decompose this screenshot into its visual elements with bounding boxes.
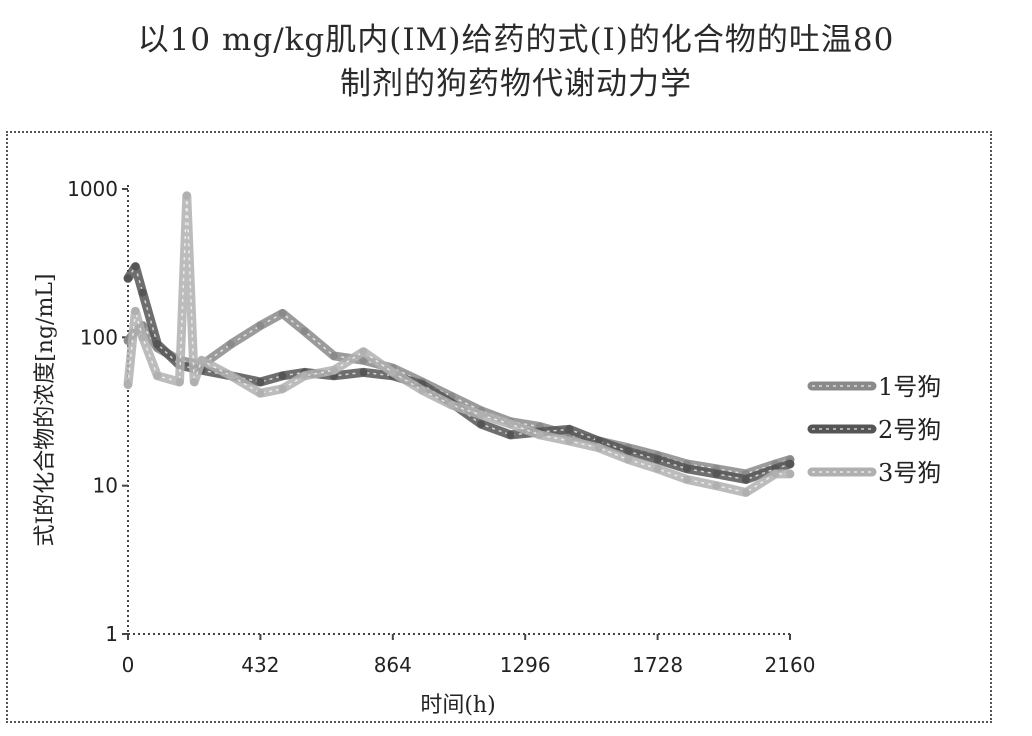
series-layer <box>123 191 795 497</box>
legend-label-dog-2: 2号狗 <box>878 416 941 444</box>
data-point-dog-3 <box>786 469 794 478</box>
data-point-dog-3 <box>683 475 691 484</box>
data-point-dog-3 <box>594 443 603 452</box>
chart-frame <box>6 131 992 723</box>
data-point-dog-3 <box>256 389 265 398</box>
data-point-dog-3 <box>138 333 147 342</box>
x-tick-label: 432 <box>241 653 279 677</box>
data-point-dog-3 <box>300 371 309 380</box>
legend: 1号狗 2号狗 3号狗 <box>807 373 941 487</box>
y-tick-label: 1 <box>105 622 118 646</box>
data-point-dog-3 <box>124 380 132 389</box>
y-tick-label: 100 <box>80 325 118 349</box>
y-tick-label: 10 <box>93 474 118 498</box>
data-point-dog-3 <box>190 378 199 386</box>
data-point-dog-1 <box>256 321 265 330</box>
data-point-dog-2 <box>712 469 721 478</box>
data-point-dog-3 <box>477 410 486 419</box>
data-point-dog-3 <box>506 420 515 429</box>
data-point-dog-2 <box>477 420 486 429</box>
data-point-dog-3 <box>565 437 574 445</box>
data-point-dog-2 <box>653 455 662 464</box>
series-hatch-dog-3 <box>127 195 790 494</box>
data-point-dog-3 <box>359 347 368 356</box>
x-tick-label: 1728 <box>632 653 683 677</box>
data-point-dog-2 <box>153 340 162 349</box>
y-axis-label: 式I的化合物的浓度[ng/mL] <box>33 274 58 547</box>
data-point-dog-1 <box>330 351 338 360</box>
x-axis-label: 时间(h) <box>420 693 495 718</box>
data-point-dog-3 <box>388 368 397 377</box>
data-point-dog-2 <box>359 368 368 377</box>
data-point-dog-2 <box>506 430 515 439</box>
chart-title-line-1: 以10 mg/kg肌内(IM)给药的式(I)的化合物的吐温80 <box>137 22 895 58</box>
data-point-dog-3 <box>153 371 162 380</box>
data-point-dog-3 <box>741 488 750 497</box>
data-point-dog-2 <box>256 378 265 386</box>
data-point-dog-1 <box>278 309 287 318</box>
series-line-dog-1 <box>123 308 795 479</box>
data-point-dog-2 <box>741 475 750 484</box>
legend-label-dog-1: 1号狗 <box>878 373 941 401</box>
data-point-dog-2 <box>624 447 633 456</box>
legend-label-dog-3: 3号狗 <box>878 459 941 487</box>
data-point-dog-2 <box>565 425 574 434</box>
data-point-dog-2 <box>138 288 147 297</box>
data-point-dog-2 <box>124 274 132 283</box>
data-point-dog-3 <box>653 464 662 473</box>
y-tick-label: 1000 <box>67 177 118 201</box>
data-point-dog-2 <box>786 460 794 468</box>
data-point-dog-3 <box>330 366 338 375</box>
data-point-dog-3 <box>447 401 456 409</box>
x-tick-label: 2160 <box>765 653 816 677</box>
axes: 1 10 100 1000 0 432 864 1296 1728 2160 <box>67 177 815 677</box>
x-tick-label: 0 <box>122 653 135 677</box>
data-point-dog-2 <box>131 262 140 271</box>
data-point-dog-3 <box>278 384 287 393</box>
series-hatch-dog-1 <box>127 312 791 475</box>
data-point-dog-2 <box>278 371 287 380</box>
data-point-dog-3 <box>197 356 206 365</box>
data-point-dog-3 <box>712 481 721 490</box>
data-point-dog-3 <box>131 307 140 316</box>
data-point-dog-3 <box>227 371 235 380</box>
data-point-dog-3 <box>175 378 184 386</box>
chart-title-line-2: 制剂的狗药物代谢动力学 <box>340 66 692 102</box>
data-point-dog-3 <box>182 191 191 200</box>
x-tick-label: 864 <box>374 653 412 677</box>
data-point-dog-3 <box>535 430 544 439</box>
data-point-dog-1 <box>227 340 235 349</box>
x-tick-label: 1296 <box>500 653 551 677</box>
data-point-dog-1 <box>300 327 309 336</box>
data-point-dog-3 <box>771 469 780 478</box>
data-point-dog-2 <box>683 464 691 473</box>
data-point-dog-3 <box>418 386 427 395</box>
data-point-dog-3 <box>624 455 633 464</box>
